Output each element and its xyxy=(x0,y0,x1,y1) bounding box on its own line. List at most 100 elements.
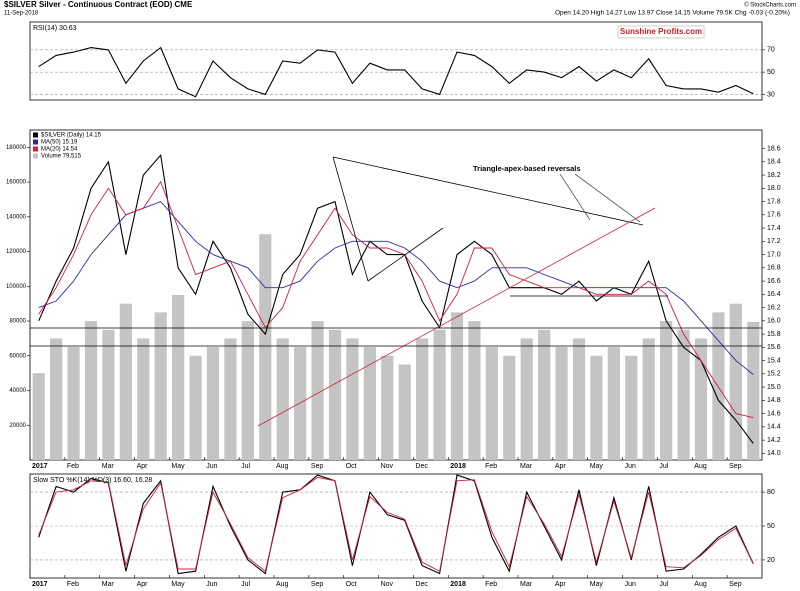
volume-bar xyxy=(642,338,655,460)
volume-bar xyxy=(607,347,620,460)
legend-label: Volume 79,515 xyxy=(41,154,82,160)
symbol: $SILVER Silver - Continuous Contract (EO… xyxy=(4,0,193,9)
y2-tick-label: 60000 xyxy=(9,353,26,359)
x-tick-label: 2017 xyxy=(32,463,48,470)
x-tick-label: Oct xyxy=(346,463,357,470)
x-tick-label: Mar xyxy=(102,463,115,470)
volume-bar xyxy=(119,303,132,460)
volume-bar xyxy=(503,355,516,460)
volume-bar xyxy=(450,312,464,460)
volume-bar xyxy=(294,347,307,460)
y-tick-label: 16.2 xyxy=(767,304,781,311)
x-tick-label: Aug xyxy=(694,463,707,470)
x-tick-label: Apr xyxy=(137,581,149,588)
legend-label: MA(20) 14.54 xyxy=(41,147,78,153)
legend-swatch xyxy=(33,132,38,138)
price-panel xyxy=(29,129,763,461)
volume-bar xyxy=(154,312,167,460)
volume-bar xyxy=(224,338,237,460)
y-tick-label: 18.6 xyxy=(767,145,781,152)
volume-bar xyxy=(241,321,254,460)
x-tick-label: 2018 xyxy=(450,581,466,588)
x-tick-label: Feb xyxy=(67,463,79,470)
watermark-box xyxy=(617,25,705,39)
y2-tick-label: 20000 xyxy=(9,423,26,429)
x-tick-label: Sep xyxy=(311,581,324,588)
y-tick-label: 15.6 xyxy=(767,344,781,351)
y2-tick-label: 140000 xyxy=(6,214,27,220)
y-tick-label: 16.0 xyxy=(767,318,781,325)
x-tick-label: Apr xyxy=(555,581,567,588)
x-tick-label: Mar xyxy=(520,463,533,470)
series-line xyxy=(38,153,754,444)
x-tick-label: Jul xyxy=(659,581,668,588)
annotation-box xyxy=(470,163,588,174)
arrow xyxy=(559,173,591,221)
y-tick-label: 20 xyxy=(767,557,775,564)
volume-bar xyxy=(677,329,690,460)
x-tick-label: Nov xyxy=(381,463,394,470)
series-line xyxy=(38,46,754,98)
volume-bar xyxy=(660,321,673,460)
y-tick-label: 16.4 xyxy=(767,291,781,298)
volume-bar xyxy=(520,338,533,460)
volume-bar xyxy=(189,355,202,460)
volume-bar xyxy=(468,321,481,460)
x-tick-label: Feb xyxy=(485,463,497,470)
volume-bar xyxy=(363,347,376,460)
trend-line xyxy=(367,227,444,282)
x-tick-label: Aug xyxy=(276,463,289,470)
volume-bar xyxy=(259,234,272,460)
trend-line xyxy=(332,156,644,226)
y-tick-label: 18.4 xyxy=(767,159,781,166)
sto-title: Slow STO %K(14) %D(3) 16.60, 16.28 xyxy=(33,477,152,484)
volume-bar xyxy=(433,329,446,460)
y-tick-label: 15.0 xyxy=(767,384,781,391)
x-tick-label: Sep xyxy=(311,463,324,470)
trend-line xyxy=(257,207,656,427)
y-tick-label: 14.6 xyxy=(767,410,781,417)
y-tick-label: 50 xyxy=(767,69,775,76)
y2-tick-label: 120000 xyxy=(6,249,27,255)
watermark: Sunshine Profits.com xyxy=(620,27,702,36)
y-tick-label: 70 xyxy=(767,47,775,54)
y-tick-label: 18.0 xyxy=(767,185,781,192)
volume-bar xyxy=(398,364,411,460)
y-tick-label: 14.4 xyxy=(767,424,781,431)
legend-label: MA(50) 15.19 xyxy=(41,140,78,146)
x-tick-label: Aug xyxy=(694,581,707,588)
volume-bar xyxy=(538,329,551,460)
x-tick-label: Aug xyxy=(276,581,289,588)
y-tick-label: 15.8 xyxy=(767,331,781,338)
y2-tick-label: 40000 xyxy=(9,388,26,394)
volume-bar xyxy=(311,321,324,460)
legend-swatch xyxy=(33,146,38,152)
x-tick-label: Oct xyxy=(346,581,357,588)
date: 11-Sep-2018 xyxy=(4,11,39,17)
x-tick-label: Feb xyxy=(485,581,497,588)
y-tick-label: 15.4 xyxy=(767,357,781,364)
x-tick-label: Mar xyxy=(102,581,115,588)
volume-bar xyxy=(625,355,638,460)
x-tick-label: Apr xyxy=(137,463,149,470)
volume-bar xyxy=(32,373,45,460)
y-tick-label: 18.2 xyxy=(767,172,781,179)
x-tick-label: Sep xyxy=(729,463,742,470)
y-tick-label: 17.8 xyxy=(767,198,781,205)
y-tick-label: 15.2 xyxy=(767,371,781,378)
x-tick-label: Dec xyxy=(415,581,428,588)
y-tick-label: 17.0 xyxy=(767,251,781,258)
trend-line xyxy=(332,156,369,282)
volume-bar xyxy=(572,338,586,460)
x-tick-label: May xyxy=(171,463,185,470)
x-tick-label: May xyxy=(590,581,604,588)
quote: Open 14.20 High 14.27 Low 13.97 Close 14… xyxy=(555,10,790,17)
volume-bar xyxy=(555,347,568,460)
volume-bar xyxy=(712,312,725,460)
y-tick-label: 14.0 xyxy=(767,450,781,457)
x-tick-label: Jul xyxy=(241,463,250,470)
rsi-panel xyxy=(29,21,763,101)
volume-bar xyxy=(416,338,429,460)
trend-lines xyxy=(30,156,762,427)
